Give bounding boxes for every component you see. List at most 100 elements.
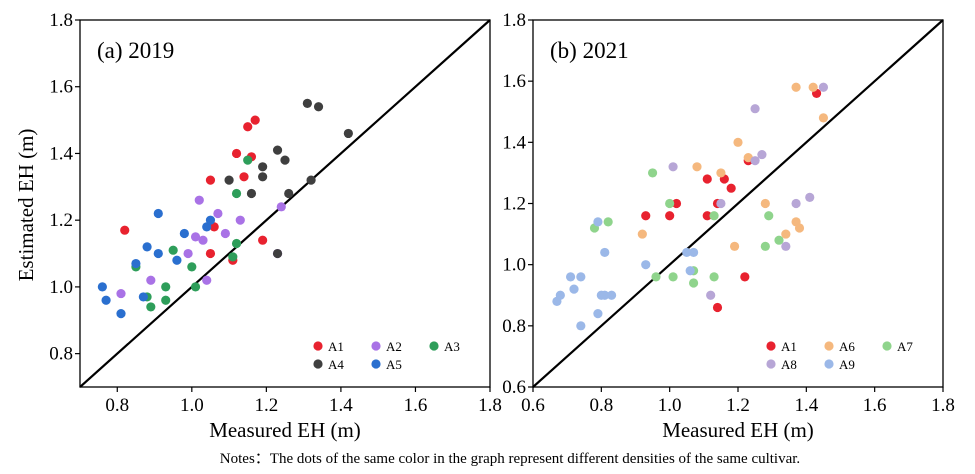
panel-b-point-a9: [576, 272, 586, 282]
panel-b-point-a8: [668, 162, 678, 172]
panel-a-y-tick-label: 1.4: [49, 143, 73, 164]
panel-a-point-a3: [187, 262, 197, 272]
panel-b-point-a8: [818, 82, 829, 92]
panel-a-point-a5: [153, 208, 163, 219]
panel-b-point-a1: [671, 198, 682, 209]
panel-a-point-a4: [224, 175, 234, 185]
panel-b-x-tick-label: 1.0: [658, 395, 682, 416]
panel-b-point-a1: [665, 211, 675, 221]
panel-b-y-tick-label: 1.8: [502, 10, 526, 31]
panel-a-legend-marker-a3: [429, 341, 439, 351]
panel-b-x-tick-label: 0.6: [521, 395, 545, 416]
panel-a-legend-marker-a5: [371, 359, 381, 369]
panel-a-point-a2: [220, 228, 230, 239]
panel-a-y-tick-label: 1.2: [49, 210, 73, 231]
panel-a-point-a4: [272, 145, 283, 155]
panel-b-point-a7: [774, 235, 784, 245]
panel-a-x-tick-label: 1.6: [404, 395, 428, 416]
panel-b-legend-label-a8: A8: [781, 357, 797, 372]
panel-a-point-a5: [97, 282, 107, 292]
panel-a-point-a2: [213, 208, 223, 219]
panel-b-point-a9: [685, 266, 695, 276]
panel-b-point-a6: [760, 198, 770, 209]
panel-a-point-a1: [250, 115, 260, 125]
panel-a-legend-label-a1: A1: [328, 339, 344, 354]
panel-a-y-tick-label: 1.8: [49, 10, 73, 31]
panel-a-point-a2: [146, 275, 156, 285]
panel-b-y-tick-label: 0.6: [502, 377, 526, 398]
panel-b-point-a8: [781, 241, 791, 251]
panel-b-point-a1: [740, 272, 750, 282]
panel-a-legend-marker-a2: [371, 341, 381, 351]
panel-b-point-a8: [716, 198, 726, 209]
panel-b-point-a9: [600, 247, 610, 258]
panel-a-point-a4: [258, 172, 268, 182]
panel-a-legend-label-a4: A4: [328, 357, 344, 372]
panel-a-point-a2: [183, 248, 193, 259]
panel-b-point-a7: [603, 217, 613, 227]
panel-b-point-a6: [791, 82, 801, 92]
panel-a-legend-label-a3: A3: [444, 339, 460, 354]
panel-b-point-a1: [712, 302, 723, 313]
panel-a-point-a5: [172, 255, 182, 265]
panel-a-point-a4: [313, 102, 324, 112]
panel-b-y-tick-label: 1.2: [502, 194, 526, 215]
panel-b-point-a9: [576, 321, 586, 331]
panel-b-x-tick-label: 1.4: [794, 395, 818, 416]
panel-b-point-a9: [593, 217, 603, 227]
panel-a-x-tick-label: 1.0: [180, 395, 204, 416]
panel-a-point-a4: [343, 128, 353, 139]
panel-a-point-a2: [198, 235, 208, 245]
panel-b-point-a9: [688, 247, 699, 258]
panel-b-legend-label-a1: A1: [781, 339, 797, 354]
panel-a-point-a5: [153, 248, 163, 259]
panel-b-point-a1: [641, 211, 651, 221]
panel-a-point-a3: [168, 245, 178, 255]
panel-b-point-a7: [760, 241, 770, 251]
panel-a-y-tick-label: 1.6: [49, 77, 73, 98]
panel-a-point-a1: [205, 248, 216, 259]
panel-b-y-tick-label: 1.4: [502, 132, 526, 153]
panel-b-point-a9: [606, 290, 617, 300]
panel-b-legend-label-a6: A6: [839, 339, 855, 354]
panel-a-y-tick-label: 1.0: [49, 277, 73, 298]
panel-a-x-tick-label: 1.4: [329, 395, 353, 416]
panel-b-legend-marker-a7: [882, 341, 892, 351]
panel-b-point-a6: [729, 241, 740, 251]
panel-b-2021: 0.6 0.8 1.0 1.2 1.4 1.6 1.8 0.6 0.8 1.0 1.2 1.4 1.6 1…: [502, 10, 955, 442]
panel-a-point-a1: [243, 122, 253, 132]
panel-a-point-a1: [231, 148, 242, 159]
panel-a-point-a2: [194, 195, 204, 205]
panel-a-y-axis-label: Estimated EH (m): [14, 129, 38, 282]
panel-b-point-a7: [651, 272, 661, 282]
panel-a-x-tick-label: 0.8: [105, 395, 129, 416]
panel-b-y-tick-label: 1.6: [502, 71, 526, 92]
panel-b-point-a7: [647, 168, 658, 178]
panel-b-x-tick-label: 0.8: [589, 395, 613, 416]
panel-b-y-tick-label: 1.0: [502, 255, 526, 276]
panel-b-point-a8: [750, 104, 760, 114]
panel-a-point-a5: [205, 215, 216, 225]
panel-b-point-a9: [682, 247, 692, 258]
panel-a-point-a3: [161, 282, 171, 292]
panel-b-point-a7: [668, 272, 678, 282]
panel-a-point-a3: [190, 282, 201, 292]
panel-a-point-a3: [161, 295, 171, 305]
panel-a-point-a1: [239, 172, 249, 182]
panel-a-point-a5: [138, 292, 148, 302]
panel-b-point-a9: [555, 290, 565, 300]
panel-b-point-a6: [733, 137, 743, 147]
panel-b-point-a9: [569, 284, 579, 294]
panel-a-legend-marker-a1: [313, 341, 323, 351]
panel-b-point-a6: [781, 229, 791, 239]
panel-a-legend-label-a2: A2: [386, 339, 402, 354]
panel-a-point-a5: [179, 228, 189, 239]
panel-a-point-a4: [246, 188, 257, 199]
panel-a-title: (a) 2019: [97, 38, 174, 63]
panel-b-legend-marker-a8: [766, 359, 776, 369]
panel-a-x-axis-label: Measured EH (m): [209, 418, 361, 442]
panel-a-x-tick-label: 1.8: [478, 395, 502, 416]
panel-b-point-a1: [702, 174, 712, 184]
panel-b-x-tick-label: 1.2: [726, 395, 750, 416]
panel-a-point-a5: [142, 242, 152, 252]
